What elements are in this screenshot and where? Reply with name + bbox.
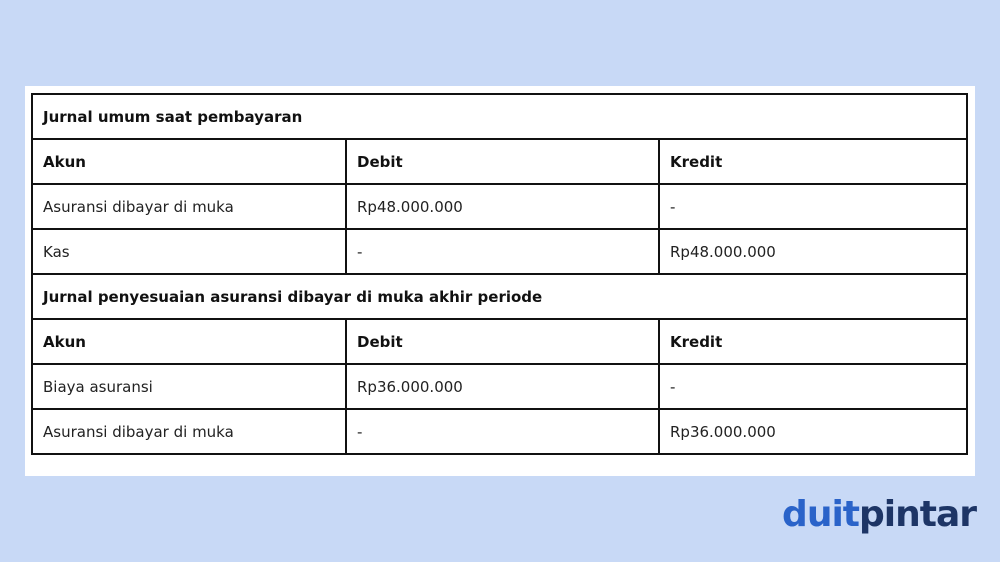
section-title-row: Jurnal umum saat pembayaran: [31, 93, 968, 140]
header-row: Akun Debit Kredit: [31, 138, 968, 185]
table-row: Kas - Rp48.000.000: [31, 228, 968, 275]
column-header: Kredit: [658, 318, 968, 365]
column-header: Debit: [345, 318, 660, 365]
section-title-row: Jurnal penyesuaian asuransi dibayar di m…: [31, 273, 968, 320]
table-row: Asuransi dibayar di muka Rp48.000.000-: [31, 183, 968, 230]
column-header: Akun: [31, 138, 347, 185]
column-header: Kredit: [658, 138, 968, 185]
table-cell: Asuransi dibayar di muka: [31, 408, 347, 455]
table-cell: -: [345, 228, 660, 275]
table-cell: -: [658, 363, 968, 410]
table-row: Biaya asuransi Rp36.000.000-: [31, 363, 968, 410]
column-header: Debit: [345, 138, 660, 185]
duitpintar-logo: duitpintar: [782, 494, 977, 535]
content-panel: Jurnal umum saat pembayaran Akun Debit Kred…: [25, 86, 975, 476]
table-cell: Biaya asuransi: [31, 363, 347, 410]
table-cell: -: [345, 408, 660, 455]
table-row: Asuransi dibayar di muka - Rp36.000.000: [31, 408, 968, 455]
table-cell: Rp48.000.000: [658, 228, 968, 275]
section-title: Jurnal penyesuaian asuransi dibayar di m…: [31, 273, 968, 320]
column-header: Akun: [31, 318, 347, 365]
table-cell: Rp48.000.000: [345, 183, 660, 230]
table-cell: Rp36.000.000: [345, 363, 660, 410]
header-row: Akun Debit Kredit: [31, 318, 968, 365]
table-cell: -: [658, 183, 968, 230]
table-cell: Rp36.000.000: [658, 408, 968, 455]
table-cell: Asuransi dibayar di muka: [31, 183, 347, 230]
journal-table: Jurnal umum saat pembayaran Akun Debit Kred…: [31, 93, 968, 455]
table-cell: Kas: [31, 228, 347, 275]
section-title: Jurnal umum saat pembayaran: [31, 93, 968, 140]
